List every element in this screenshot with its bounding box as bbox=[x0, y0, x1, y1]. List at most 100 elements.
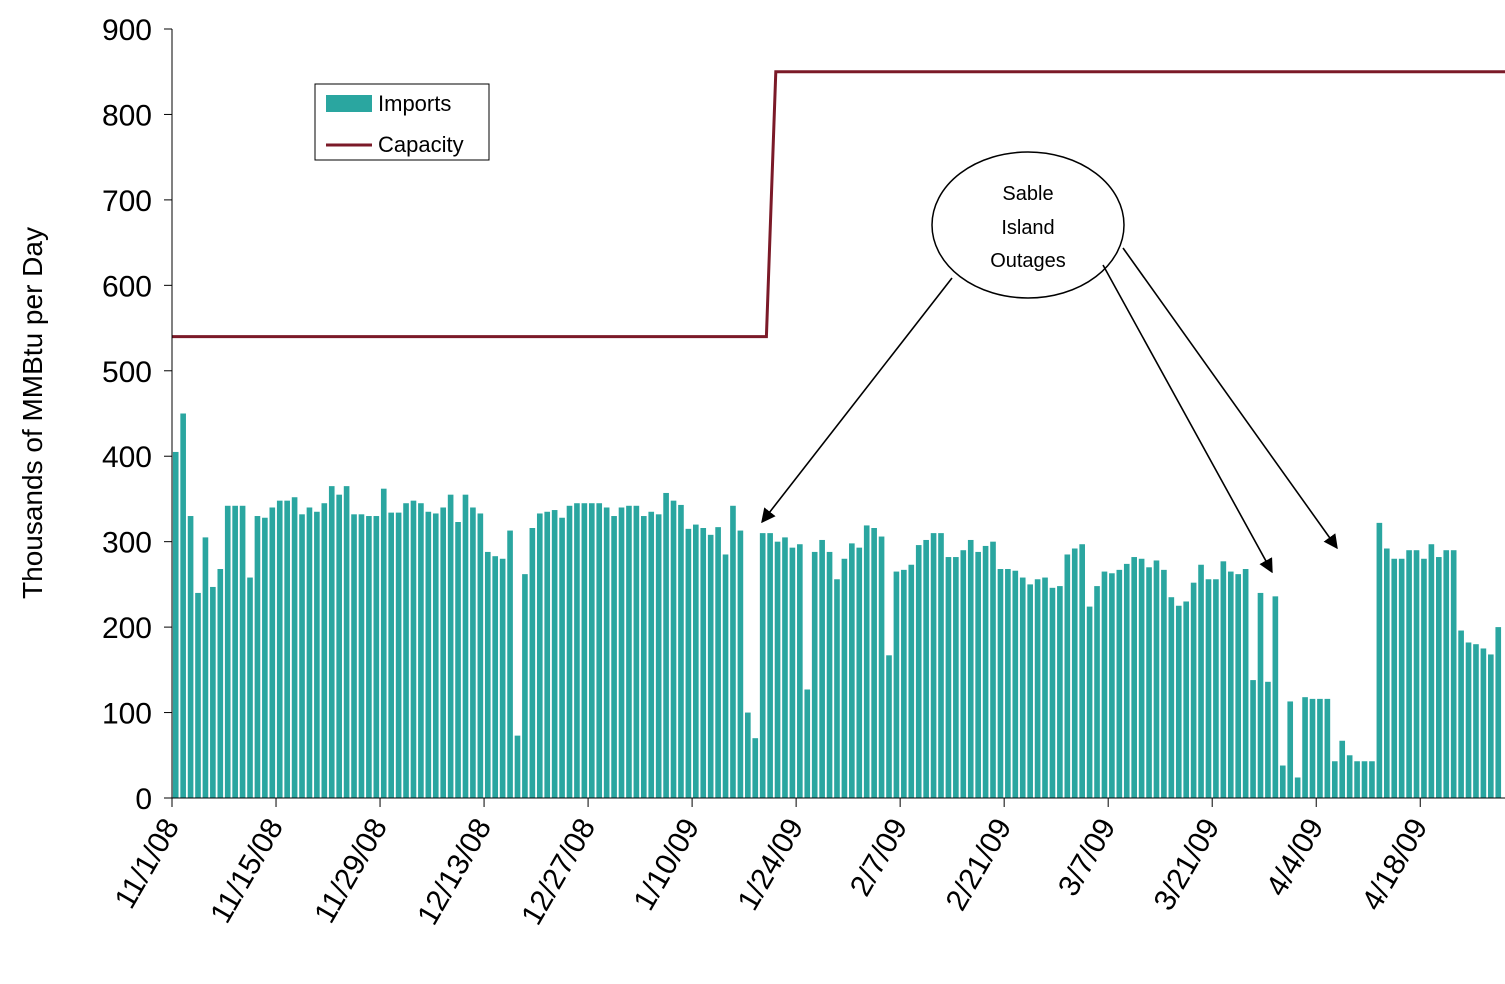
imports-bar bbox=[1257, 592, 1264, 798]
imports-bar bbox=[1294, 777, 1301, 798]
legend-label-capacity: Capacity bbox=[378, 132, 464, 157]
callout-bubble bbox=[931, 151, 1125, 299]
imports-bar bbox=[1428, 544, 1435, 798]
legend-label-imports: Imports bbox=[378, 91, 451, 116]
imports-bar bbox=[477, 513, 484, 798]
imports-bar bbox=[1220, 561, 1227, 798]
imports-bar bbox=[432, 513, 439, 798]
imports-bar bbox=[893, 571, 900, 798]
imports-bar bbox=[953, 557, 959, 798]
imports-bar bbox=[863, 525, 870, 798]
y-tick-label: 900 bbox=[102, 14, 152, 47]
imports-bar bbox=[626, 505, 632, 798]
x-tick-label: 2/21/09 bbox=[940, 813, 1019, 916]
imports-bar bbox=[314, 511, 320, 798]
imports-bar bbox=[321, 503, 328, 798]
imports-bar bbox=[1123, 563, 1130, 798]
imports-bar bbox=[1265, 681, 1271, 798]
imports-bar bbox=[967, 539, 974, 798]
imports-bar bbox=[1005, 569, 1011, 798]
imports-bar bbox=[1205, 579, 1212, 798]
imports-bar bbox=[886, 655, 892, 798]
imports-bar bbox=[611, 516, 617, 798]
imports-bar bbox=[1190, 582, 1197, 798]
imports-bar bbox=[566, 505, 573, 798]
imports-bar bbox=[849, 543, 855, 798]
imports-bar bbox=[470, 507, 476, 798]
y-tick-label: 800 bbox=[102, 99, 152, 132]
x-tick-label: 12/27/08 bbox=[515, 813, 602, 931]
imports-bar bbox=[1109, 573, 1115, 798]
imports-bar bbox=[752, 738, 759, 798]
imports-bar bbox=[1116, 569, 1123, 798]
imports-bar bbox=[1250, 680, 1256, 798]
imports-bar bbox=[514, 735, 521, 798]
imports-bar bbox=[1398, 558, 1405, 798]
x-tick-label: 11/29/08 bbox=[308, 813, 394, 929]
y-tick-label: 400 bbox=[102, 441, 152, 474]
imports-bar bbox=[997, 569, 1004, 798]
imports-bar bbox=[596, 503, 603, 798]
imports-bar bbox=[447, 494, 454, 798]
imports-bar bbox=[826, 551, 833, 798]
imports-bar bbox=[737, 530, 744, 798]
imports-bar bbox=[492, 556, 499, 798]
imports-bar bbox=[1042, 577, 1048, 798]
imports-bar bbox=[522, 574, 528, 798]
imports-bar bbox=[418, 503, 424, 798]
callout-arrow bbox=[761, 277, 953, 524]
imports-bar bbox=[373, 516, 380, 798]
imports-bar bbox=[915, 545, 922, 798]
imports-bar bbox=[276, 500, 283, 798]
imports-bar bbox=[403, 503, 409, 798]
imports-bar bbox=[507, 530, 513, 798]
imports-bar bbox=[1346, 755, 1353, 798]
imports-bar bbox=[990, 541, 996, 798]
imports-bar bbox=[328, 486, 335, 798]
y-tick-label: 0 bbox=[135, 783, 152, 816]
imports-bar bbox=[715, 527, 721, 798]
imports-bar bbox=[1376, 522, 1383, 798]
imports-bar bbox=[1012, 570, 1019, 798]
imports-bar bbox=[351, 514, 357, 798]
imports-bar bbox=[1309, 698, 1316, 798]
imports-bar bbox=[1213, 579, 1219, 798]
imports-bar bbox=[269, 507, 276, 798]
imports-bar bbox=[878, 536, 885, 798]
imports-bar bbox=[655, 514, 662, 798]
imports-bar bbox=[1339, 740, 1346, 798]
imports-bar bbox=[262, 517, 268, 798]
imports-bar bbox=[224, 505, 231, 798]
imports-bar bbox=[291, 497, 298, 798]
imports-bar bbox=[336, 494, 342, 798]
imports-bar bbox=[1272, 596, 1279, 798]
imports-bar bbox=[1086, 606, 1093, 798]
imports-bar bbox=[1242, 569, 1249, 798]
y-tick-label: 600 bbox=[102, 270, 152, 303]
y-tick-label: 500 bbox=[102, 356, 152, 389]
imports-bar bbox=[1227, 571, 1234, 798]
imports-bar bbox=[380, 488, 387, 798]
imports-bar bbox=[1413, 550, 1420, 798]
imports-bar bbox=[574, 503, 580, 798]
imports-bar bbox=[685, 528, 692, 798]
imports-bar bbox=[588, 503, 595, 798]
x-tick-label: 3/21/09 bbox=[1148, 813, 1227, 916]
imports-bar bbox=[648, 511, 655, 798]
imports-bar bbox=[366, 516, 372, 798]
imports-bar bbox=[1287, 701, 1294, 798]
imports-bar bbox=[774, 541, 781, 798]
imports-bar bbox=[782, 537, 788, 798]
imports-bar bbox=[187, 516, 194, 798]
imports-bar bbox=[1317, 698, 1323, 798]
imports-bar bbox=[1369, 761, 1375, 798]
imports-bar bbox=[1473, 644, 1479, 798]
callout-text-line: Sable bbox=[1002, 183, 1053, 205]
imports-bar bbox=[633, 505, 640, 798]
imports-bar bbox=[254, 516, 261, 798]
imports-bar bbox=[960, 550, 967, 798]
imports-bar bbox=[1161, 569, 1167, 798]
imports-bar bbox=[1495, 627, 1502, 798]
imports-bar bbox=[239, 505, 246, 798]
imports-bar bbox=[834, 579, 840, 798]
